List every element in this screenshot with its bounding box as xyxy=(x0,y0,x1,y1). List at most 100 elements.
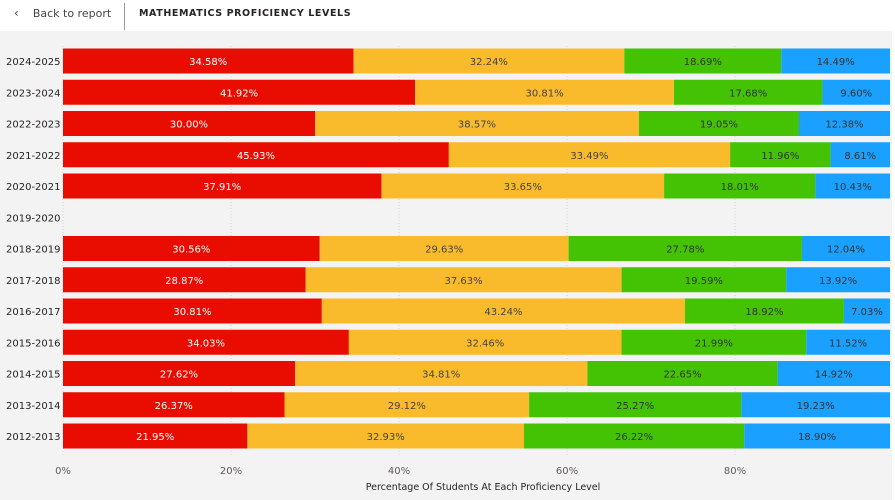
bar-segment xyxy=(664,173,816,199)
data-label: 14.92% xyxy=(815,370,853,381)
y-tick-label: 2016-2017 xyxy=(6,307,61,318)
bar-segment xyxy=(624,48,782,74)
data-label: 13.92% xyxy=(819,276,857,287)
data-label: 22.65% xyxy=(663,370,701,381)
data-label: 32.93% xyxy=(367,432,405,443)
data-label: 12.38% xyxy=(825,120,863,131)
y-tick-label: 2023-2024 xyxy=(6,88,61,99)
bar-segment xyxy=(621,267,787,293)
back-to-report-button[interactable]: ‹ Back to report xyxy=(14,6,111,20)
data-label: 45.93% xyxy=(237,151,275,162)
data-label: 38.57% xyxy=(458,120,496,131)
bar-segment xyxy=(247,423,524,449)
data-label: 26.37% xyxy=(155,401,193,412)
bar-segment xyxy=(63,142,449,168)
bar-segment xyxy=(415,79,674,105)
data-label: 18.01% xyxy=(721,182,759,193)
stacked-bar-chart: 0% 20% 40% 60% 80% Percentage Of Students At … xyxy=(6,46,890,493)
bar-segment xyxy=(63,423,248,449)
data-label: 32.24% xyxy=(470,57,508,68)
chart-area: 0% 20% 40% 60% 80% Percentage Of Students At … xyxy=(0,31,895,500)
x-tick-label: 0% xyxy=(55,466,71,477)
bar-segment xyxy=(295,361,588,386)
data-label: 27.78% xyxy=(666,245,704,256)
data-label: 30.56% xyxy=(172,245,210,256)
data-label: 10.43% xyxy=(834,182,872,193)
data-label: 30.81% xyxy=(173,307,211,318)
bar-segment xyxy=(321,298,686,324)
bar-segment xyxy=(448,142,731,168)
bars: 34.58% 32.24% 18.69% 14.49% 41.92% 30.81% 17.6… xyxy=(63,48,890,449)
bar-segment xyxy=(305,267,622,293)
data-label: 19.05% xyxy=(700,120,738,131)
data-label: 30.00% xyxy=(170,120,208,131)
data-label: 28.87% xyxy=(165,276,203,287)
bar-segment xyxy=(786,267,890,293)
data-label: 25.27% xyxy=(616,401,654,412)
back-label: Back to report xyxy=(32,7,112,20)
bar-segment xyxy=(63,267,306,293)
y-tick-label: 2022-2023 xyxy=(6,120,61,131)
data-label: 37.63% xyxy=(444,276,482,287)
y-tick-label: 2021-2022 xyxy=(6,151,61,162)
bar-segment xyxy=(685,298,844,324)
data-label: 29.63% xyxy=(425,245,463,256)
bar-segment xyxy=(830,142,890,168)
bar-segment xyxy=(63,111,315,136)
right-border xyxy=(892,31,895,500)
x-tick-label: 80% xyxy=(724,466,746,477)
bar-segment xyxy=(529,392,742,418)
x-axis-title: Percentage Of Students At Each Proficien… xyxy=(366,482,601,493)
data-label: 32.46% xyxy=(466,338,504,349)
bar-segment xyxy=(348,329,622,355)
data-label: 18.69% xyxy=(684,57,722,68)
x-tick-label: 40% xyxy=(388,466,410,477)
bar-segment xyxy=(741,392,890,418)
y-tick-label: 2024-2025 xyxy=(6,57,61,68)
bar-segment xyxy=(63,79,416,105)
data-label: 21.99% xyxy=(695,338,733,349)
data-label: 17.68% xyxy=(729,88,767,99)
bar-segment xyxy=(568,236,802,261)
data-label: 12.04% xyxy=(827,245,865,256)
data-label: 19.59% xyxy=(685,276,723,287)
bar-segment xyxy=(63,329,349,355)
data-label: 8.61% xyxy=(844,151,876,162)
bar-segment xyxy=(315,111,639,136)
bar-segment xyxy=(673,79,823,105)
y-tick-label: 2015-2016 xyxy=(6,338,61,349)
bar-segment xyxy=(63,392,285,418)
bar-segment xyxy=(801,236,890,261)
bar-segment xyxy=(744,423,890,449)
y-tick-label: 2014-2015 xyxy=(6,370,61,381)
data-label: 43.24% xyxy=(484,307,522,318)
x-tick-label: 60% xyxy=(556,466,578,477)
data-label: 29.12% xyxy=(388,401,426,412)
y-tick-label: 2018-2019 xyxy=(6,245,61,256)
data-label: 34.81% xyxy=(422,370,460,381)
bar-segment xyxy=(353,48,625,74)
x-tick-label: 20% xyxy=(220,466,242,477)
bar-segment xyxy=(381,173,665,199)
header-divider xyxy=(124,3,125,30)
bar-segment xyxy=(806,329,890,355)
y-tick-label: 2020-2021 xyxy=(6,182,61,193)
data-label: 33.49% xyxy=(570,151,608,162)
data-label: 34.58% xyxy=(189,57,227,68)
data-label: 21.95% xyxy=(136,432,174,443)
y-tick-label: 2013-2014 xyxy=(6,401,61,412)
data-label: 41.92% xyxy=(220,88,258,99)
bar-segment xyxy=(621,329,807,355)
bar-segment xyxy=(63,298,322,324)
bar-segment xyxy=(781,48,890,74)
data-label: 27.62% xyxy=(160,370,198,381)
y-tick-label: 2019-2020 xyxy=(6,213,61,224)
data-label: 19.23% xyxy=(797,401,835,412)
bar-segment xyxy=(63,361,296,386)
data-label: 14.49% xyxy=(817,57,855,68)
bar-segment xyxy=(284,392,530,418)
bar-segment xyxy=(63,48,354,74)
bar-segment xyxy=(843,298,890,324)
data-label: 34.03% xyxy=(187,338,225,349)
report-header: ‹ Back to report MATHEMATICS PROFICIENCY … xyxy=(0,0,895,31)
